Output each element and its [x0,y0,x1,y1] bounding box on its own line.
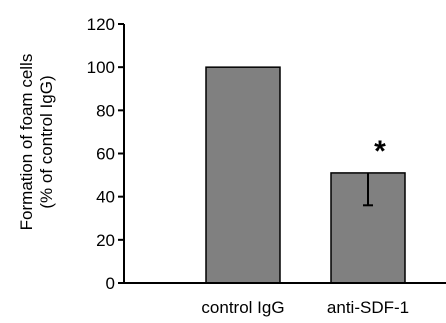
bar-0 [205,66,281,284]
y-axis: 0 20 40 60 80 100 120 [87,15,125,293]
y-axis-label-line-1: Formation of foam cells [17,54,36,231]
y-tick-label-4: 80 [96,101,115,120]
error-bars [363,172,373,207]
y-axis-label: Formation of foam cells (% of control Ig… [17,54,56,231]
x-tick-label-0: control IgG [201,298,284,317]
bars [205,66,406,284]
y-tick-label-6: 120 [87,15,115,34]
y-tick-label-5: 100 [87,58,115,77]
annotations: * [374,135,386,168]
significance-marker-1: * [374,135,386,168]
y-tick-label-2: 40 [96,188,115,207]
category-labels: control IgG anti-SDF-1 [201,298,409,317]
y-axis-label-line-2: (% of control IgG) [37,75,56,208]
y-tick-label-1: 20 [96,231,115,250]
y-tick-label-0: 0 [106,274,115,293]
y-tick-label-3: 60 [96,145,115,164]
x-tick-label-1: anti-SDF-1 [327,298,409,317]
